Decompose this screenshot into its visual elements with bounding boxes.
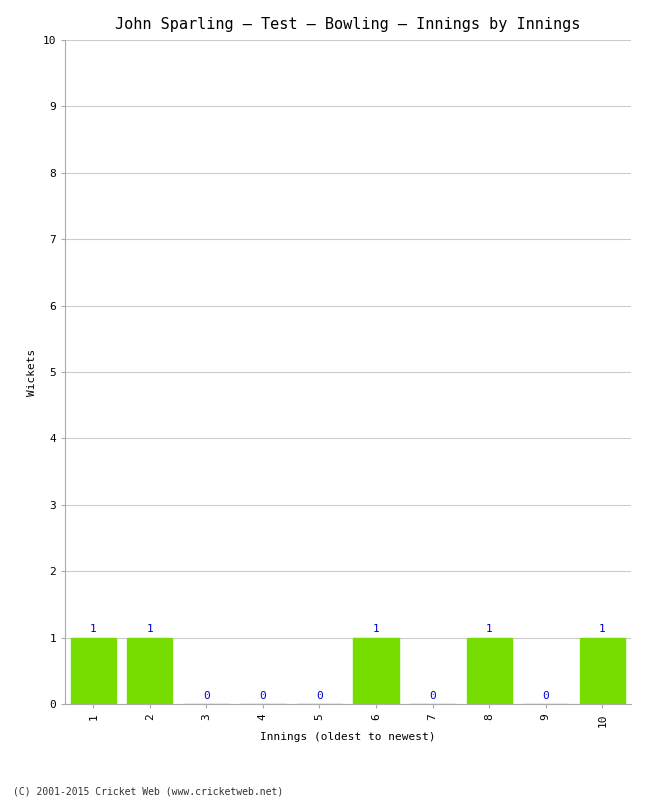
Text: 1: 1	[372, 624, 380, 634]
Text: 1: 1	[90, 624, 97, 634]
Text: 1: 1	[146, 624, 153, 634]
X-axis label: Innings (oldest to newest): Innings (oldest to newest)	[260, 732, 436, 742]
Title: John Sparling – Test – Bowling – Innings by Innings: John Sparling – Test – Bowling – Innings…	[115, 17, 580, 32]
Text: 0: 0	[429, 690, 436, 701]
Y-axis label: Wickets: Wickets	[27, 348, 37, 396]
Bar	[127, 638, 172, 704]
Bar	[71, 638, 116, 704]
Text: 0: 0	[542, 690, 549, 701]
Text: (C) 2001-2015 Cricket Web (www.cricketweb.net): (C) 2001-2015 Cricket Web (www.cricketwe…	[13, 786, 283, 796]
Bar	[354, 638, 398, 704]
Text: 1: 1	[599, 624, 606, 634]
Text: 0: 0	[203, 690, 210, 701]
Text: 0: 0	[316, 690, 323, 701]
Text: 0: 0	[259, 690, 266, 701]
Bar	[580, 638, 625, 704]
Bar	[467, 638, 512, 704]
Text: 1: 1	[486, 624, 493, 634]
